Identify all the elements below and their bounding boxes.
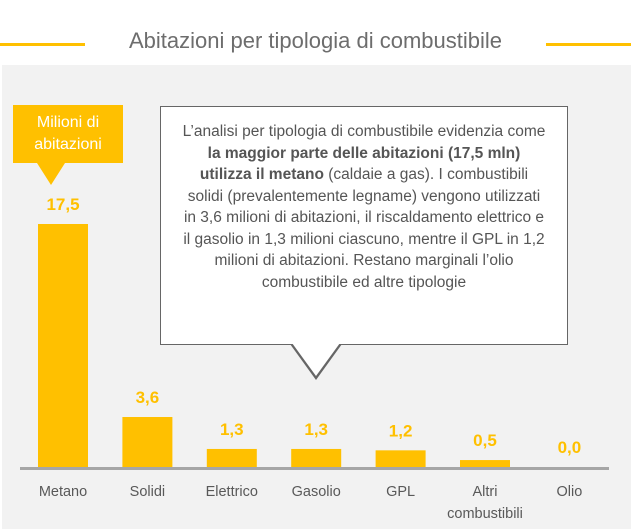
title-line-left bbox=[0, 43, 85, 46]
bar-gasolio bbox=[291, 448, 342, 467]
bar-solidi bbox=[122, 417, 173, 467]
data-label: 1,3 bbox=[220, 420, 244, 439]
callout-text-2: (caldaie a gas). I combustibili solidi (… bbox=[183, 166, 545, 291]
category-label: Altri bbox=[473, 484, 498, 500]
bar-elettrico bbox=[206, 448, 257, 467]
category-label: Gasolio bbox=[292, 484, 341, 500]
category-label: combustibili bbox=[447, 506, 523, 522]
callout-box: L’analisi per tipologia di combustibile … bbox=[160, 106, 568, 345]
data-label: 17,5 bbox=[46, 195, 79, 214]
data-label: 0,5 bbox=[473, 431, 497, 450]
category-label: GPL bbox=[386, 484, 415, 500]
data-label: 0,0 bbox=[558, 438, 582, 457]
callout-text-1: L’analisi per tipologia di combustibile … bbox=[182, 123, 546, 140]
data-label: 1,2 bbox=[389, 421, 413, 440]
data-label: 3,6 bbox=[136, 388, 160, 407]
title-line-right bbox=[546, 43, 631, 46]
bar-gpl bbox=[375, 450, 426, 467]
callout-text-bold: la maggior parte delle abitazioni (17,5 … bbox=[199, 144, 521, 184]
category-label: Olio bbox=[557, 484, 583, 500]
chart-title: Abitazioni per tipologia di combustibile bbox=[129, 28, 502, 53]
category-label: Elettrico bbox=[206, 484, 258, 500]
callout-pointer bbox=[292, 343, 340, 376]
bar-metano bbox=[38, 224, 88, 467]
category-label: Solidi bbox=[130, 484, 165, 500]
bar-altri-combustibili bbox=[460, 460, 510, 467]
data-label: 1,3 bbox=[304, 420, 328, 439]
category-label: Metano bbox=[39, 484, 87, 500]
unit-label: Milioni di abitazioni bbox=[13, 105, 123, 185]
